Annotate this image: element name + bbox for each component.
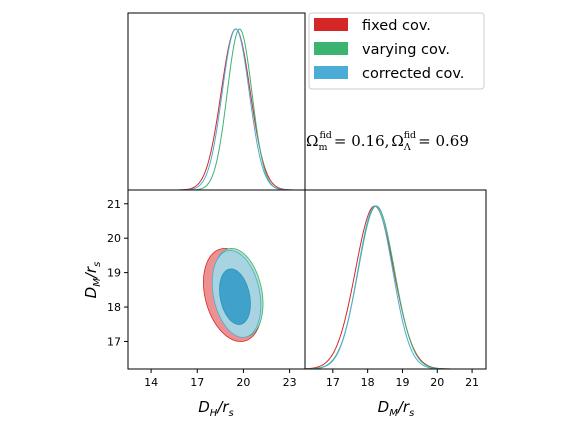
dh-marginal-panel	[127, 12, 306, 191]
dm-x-tick-label-18: 18	[361, 376, 375, 389]
dm-marginal-curves	[304, 205, 486, 370]
dm-x-tick-label-21: 21	[465, 376, 479, 389]
x-axis-label-dm: DM/rs	[378, 398, 415, 419]
legend-frame	[308, 12, 485, 90]
legend-swatch-fixed	[314, 18, 348, 31]
dh-marginal-curves	[128, 28, 305, 191]
dm-marginal-panel: 17 18 19 20 21	[304, 189, 487, 389]
x-tick-label-17: 17	[190, 376, 204, 389]
joint-panel: 14 17 20 23 17 18 19 20 21	[107, 189, 306, 389]
legend-label-varying: varying cov.	[362, 42, 450, 58]
legend-swatch-corrected	[314, 66, 348, 79]
y-tick-label-17: 17	[107, 335, 121, 348]
legend-label-fixed: fixed cov.	[362, 18, 431, 34]
fiducial-cosmology-annotation: Ωmfid = 0.16, ΩΛfid = 0.69	[306, 130, 469, 153]
x-axis-label-dh: DH/rs	[198, 398, 234, 419]
dm-x-ticks: 17 18 19 20 21	[326, 369, 479, 389]
dm-x-tick-label-20: 20	[430, 376, 444, 389]
x-tick-label-20: 20	[236, 376, 250, 389]
dh-marginal-curve-fixed	[128, 28, 305, 191]
legend-swatch-varying	[314, 42, 348, 55]
dh-marginal-curve-varying	[128, 28, 305, 191]
joint-contours	[203, 248, 264, 342]
dm-marginal-curve-corrected	[304, 205, 486, 370]
dh-marginal-curve-corrected	[128, 28, 305, 191]
contour-corrected-68	[219, 268, 251, 325]
joint-y-ticks: 17 18 19 20 21	[107, 198, 128, 348]
dm-x-tick-label-17: 17	[326, 376, 340, 389]
y-tick-label-19: 19	[107, 267, 121, 280]
dm-x-tick-label-19: 19	[395, 376, 409, 389]
legend-label-corrected: corrected cov.	[362, 66, 464, 82]
y-tick-label-18: 18	[107, 301, 121, 314]
legend: fixed cov. varying cov. corrected cov.	[308, 12, 485, 90]
joint-x-ticks: 14 17 20 23	[144, 369, 297, 389]
dm-marginal-frame	[304, 189, 487, 370]
x-tick-label-23: 23	[283, 376, 297, 389]
y-axis-label-dm: DM/rs	[82, 262, 103, 299]
x-tick-label-14: 14	[144, 376, 158, 389]
y-tick-label-20: 20	[107, 232, 121, 245]
y-tick-label-21: 21	[107, 198, 121, 211]
